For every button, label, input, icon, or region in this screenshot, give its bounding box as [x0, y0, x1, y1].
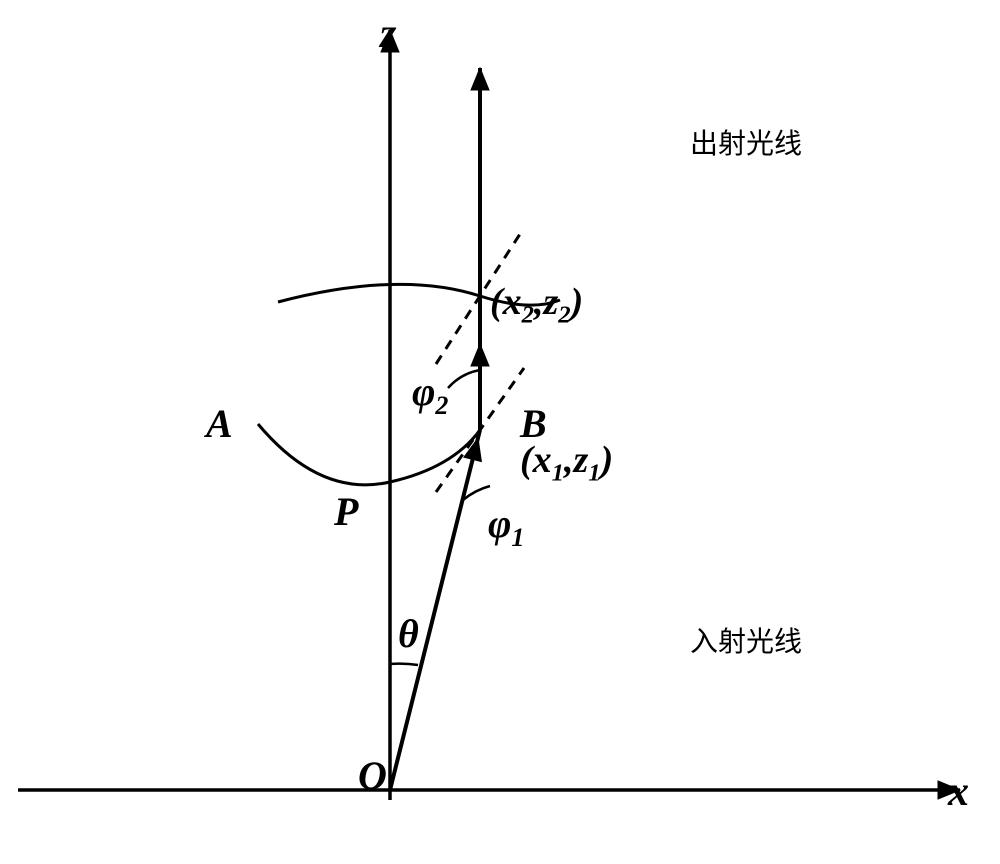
theta-arc	[390, 664, 418, 665]
coord-x1z1-label: (x1,z1)	[520, 438, 613, 488]
theta-label: θ	[398, 610, 419, 657]
outgoing-ray-cjk-label: 出射光线	[690, 122, 802, 162]
phi2-label: φ2	[412, 368, 448, 421]
x-axis-label: x	[948, 768, 969, 816]
phi2-arc	[448, 370, 480, 388]
origin-label: O	[358, 752, 387, 799]
diagram-svg	[0, 0, 1000, 864]
incident-ray-cjk-label: 入射光线	[690, 620, 802, 660]
diagram-canvas: z x O P A B (x1,z1) (x2,z2) θ φ1 φ2 出射光线…	[0, 0, 1000, 864]
point-P-label: P	[334, 488, 358, 535]
point-A-label: A	[206, 400, 233, 447]
z-axis-label: z	[380, 10, 396, 58]
coord-x2z2-label: (x2,z2)	[490, 280, 583, 330]
phi1-label: φ1	[488, 500, 524, 553]
